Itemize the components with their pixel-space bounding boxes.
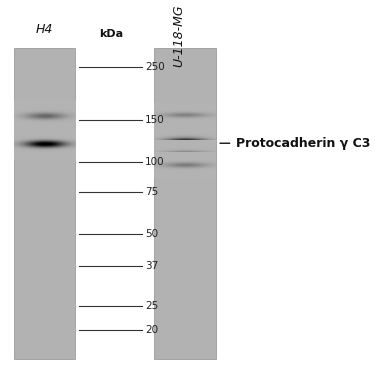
FancyBboxPatch shape xyxy=(13,48,75,360)
Text: 75: 75 xyxy=(145,187,159,197)
Text: 250: 250 xyxy=(145,62,165,72)
Text: U-118-MG: U-118-MG xyxy=(172,4,185,67)
Text: H4: H4 xyxy=(36,22,53,36)
Text: 50: 50 xyxy=(145,229,158,239)
Text: 100: 100 xyxy=(145,157,165,167)
Text: 20: 20 xyxy=(145,324,158,334)
Text: 150: 150 xyxy=(145,115,165,125)
FancyBboxPatch shape xyxy=(154,48,216,360)
Text: Protocadherin γ C3: Protocadherin γ C3 xyxy=(236,137,370,150)
Text: kDa: kDa xyxy=(99,29,124,39)
Text: 37: 37 xyxy=(145,261,159,271)
Text: 25: 25 xyxy=(145,302,159,311)
